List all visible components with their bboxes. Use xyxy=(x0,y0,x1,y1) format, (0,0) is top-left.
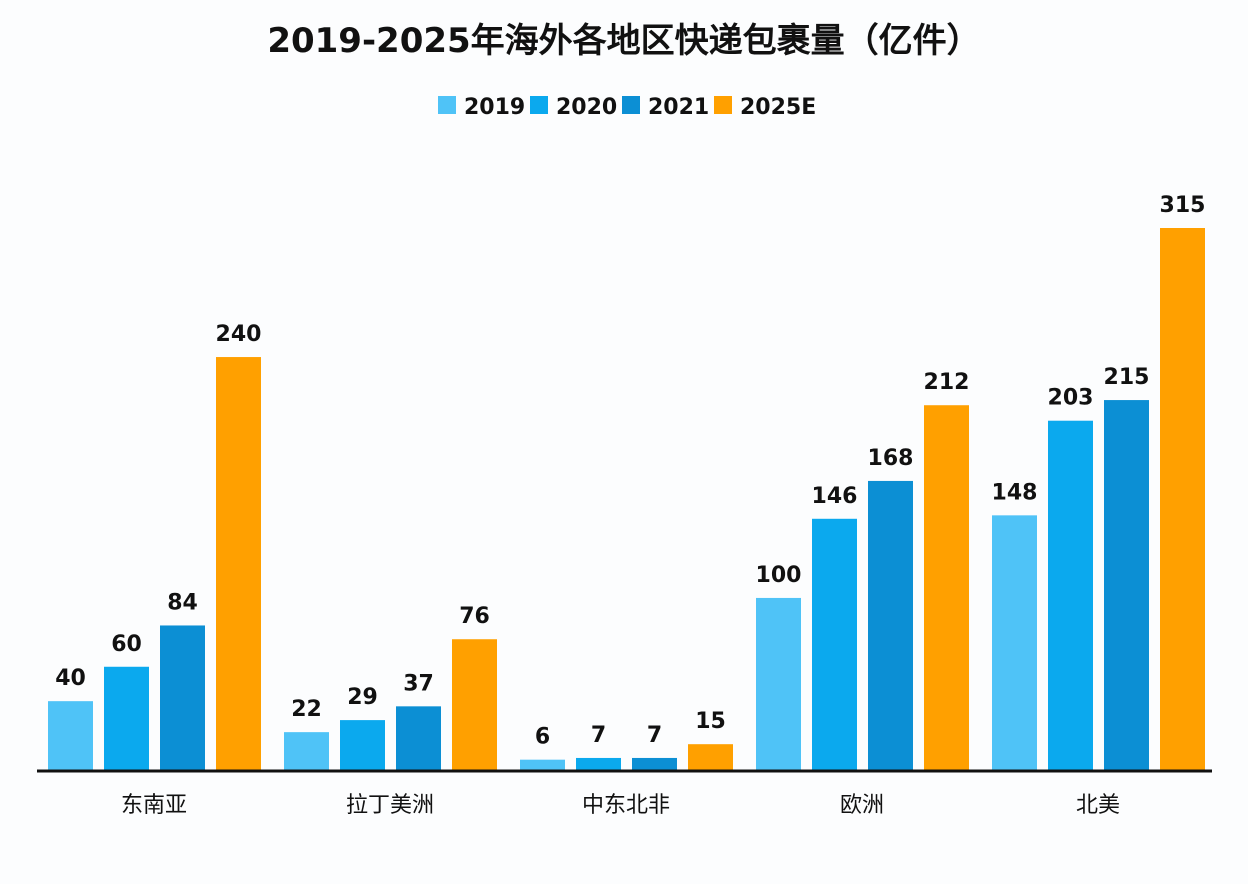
data-label: 29 xyxy=(347,685,378,710)
bar-拉丁美洲-2020 xyxy=(340,720,385,770)
x-tick-label: 拉丁美洲 xyxy=(346,793,434,818)
bar-北美-2025E xyxy=(1160,228,1205,770)
bar-北美-2020 xyxy=(1048,420,1093,770)
bar-欧洲-2021 xyxy=(868,480,913,770)
data-label: 168 xyxy=(868,446,914,471)
x-tick-label: 北美 xyxy=(1076,793,1120,818)
x-tick-label: 欧洲 xyxy=(840,793,884,818)
data-label: 60 xyxy=(111,632,142,657)
bar-中东北非-2021 xyxy=(632,757,677,770)
bar-拉丁美洲-2019 xyxy=(284,732,329,770)
data-label: 148 xyxy=(992,480,1038,505)
data-label: 100 xyxy=(756,563,802,588)
x-tick-label: 中东北非 xyxy=(582,793,670,818)
data-label: 146 xyxy=(812,484,858,509)
bar-拉丁美洲-2025E xyxy=(452,639,497,770)
data-label: 7 xyxy=(591,723,606,748)
legend-swatch-2025E xyxy=(714,96,732,114)
data-label: 215 xyxy=(1104,365,1150,390)
data-label: 315 xyxy=(1160,193,1206,218)
data-label: 84 xyxy=(167,590,198,615)
data-label: 6 xyxy=(535,725,550,750)
bar-北美-2019 xyxy=(992,515,1037,770)
x-tick-label: 东南亚 xyxy=(121,793,187,818)
legend: 2019 2020 2021 2025E xyxy=(438,95,816,120)
bar-东南亚-2021 xyxy=(160,625,205,770)
legend-label-2020: 2020 xyxy=(556,95,617,120)
data-label: 76 xyxy=(459,604,490,629)
legend-swatch-2021 xyxy=(622,96,640,114)
data-label: 203 xyxy=(1048,386,1094,411)
legend-swatch-2020 xyxy=(530,96,548,114)
data-label: 240 xyxy=(216,322,262,347)
legend-label-2019: 2019 xyxy=(464,95,525,120)
bar-东南亚-2019 xyxy=(48,701,93,770)
bar-欧洲-2025E xyxy=(924,405,969,770)
bar-北美-2021 xyxy=(1104,400,1149,770)
x-axis-labels: 东南亚 拉丁美洲 中东北非 欧洲 北美 xyxy=(121,793,1120,818)
bar-中东北非-2025E xyxy=(688,744,733,770)
bar-中东北非-2019 xyxy=(520,759,565,770)
chart-title: 2019-2025年海外各地区快递包裹量（亿件） xyxy=(267,21,980,61)
bar-拉丁美洲-2021 xyxy=(396,706,441,770)
data-label: 7 xyxy=(647,723,662,748)
bars: 40 60 84 240 22 29 37 76 6 7 7 15 100 146 168 212 148 203… xyxy=(48,193,1205,770)
data-label: 37 xyxy=(403,671,434,696)
bar-东南亚-2025E xyxy=(216,357,261,770)
data-label: 212 xyxy=(924,370,970,395)
bar-欧洲-2019 xyxy=(756,597,801,770)
data-label: 22 xyxy=(291,697,322,722)
legend-label-2021: 2021 xyxy=(648,95,709,120)
bar-东南亚-2020 xyxy=(104,666,149,770)
bar-欧洲-2020 xyxy=(812,518,857,770)
data-label: 40 xyxy=(55,666,86,691)
legend-label-2025E: 2025E xyxy=(740,95,816,120)
bar-中东北非-2020 xyxy=(576,757,621,770)
data-label: 15 xyxy=(695,709,726,734)
legend-swatch-2019 xyxy=(438,96,456,114)
